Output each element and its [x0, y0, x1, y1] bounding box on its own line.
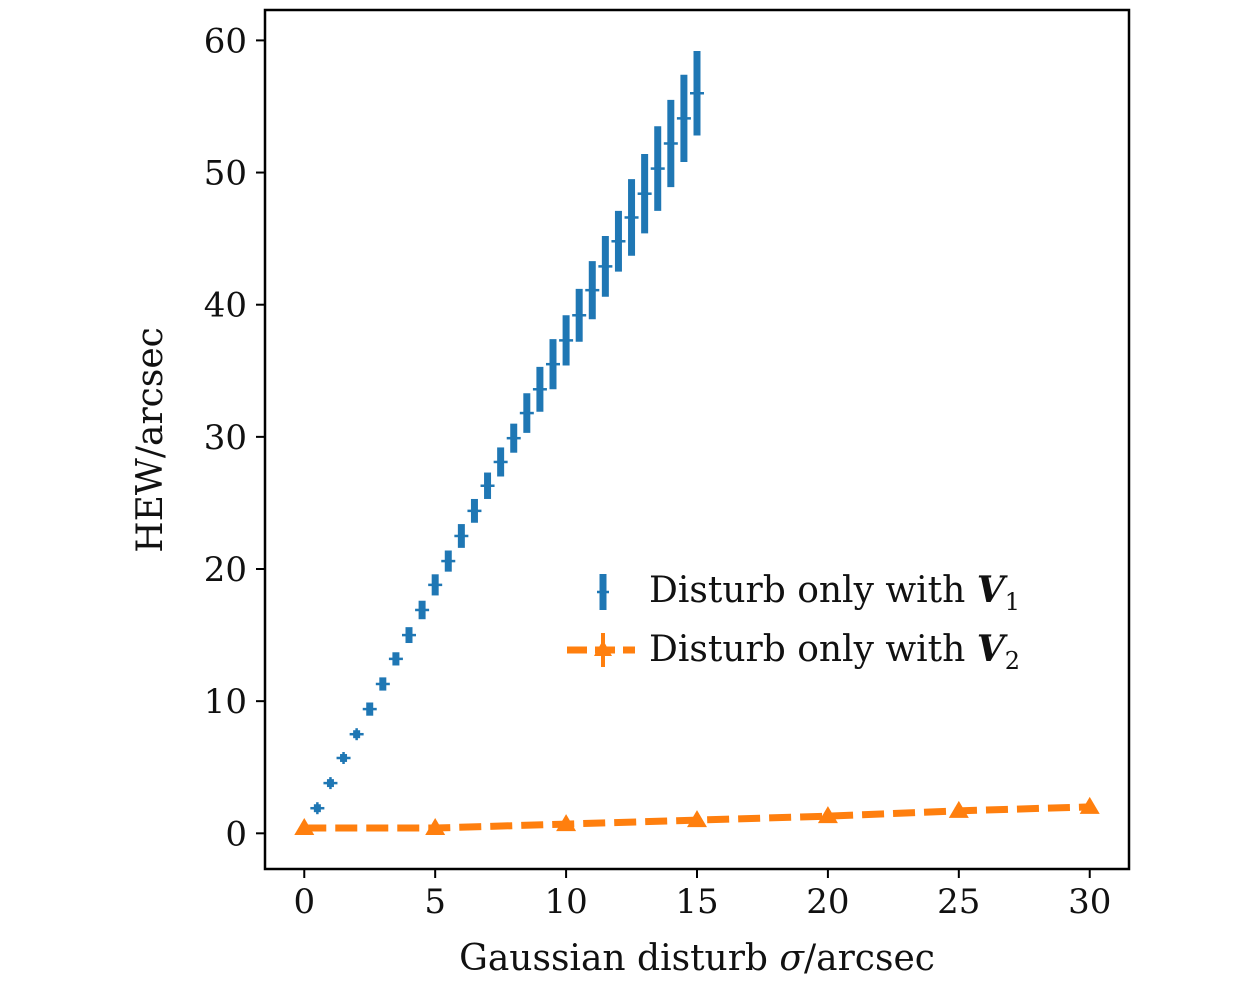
y-tick-label: 20	[204, 550, 247, 590]
x-tick-label: 25	[937, 882, 980, 922]
v2-point-triangle	[425, 818, 446, 836]
legend-key-v2	[567, 633, 635, 667]
x-axis-label: Gaussian disturb σ/arcsec	[459, 938, 935, 979]
y-axis-label: HEW/arcsec	[130, 327, 171, 553]
axis-ticks: 0 5 10 15 20 25 30 0 10 20 30 40 50 60	[204, 21, 1112, 922]
y-tick-label: 50	[204, 154, 247, 194]
series-1	[310, 50, 704, 815]
x-tick-label: 20	[806, 882, 849, 922]
legend: Disturb only with V1 Disturb only with V…	[567, 569, 1020, 675]
y-tick-label: 10	[204, 682, 247, 722]
y-tick-label: 0	[225, 814, 247, 854]
legend-key-v1	[597, 574, 609, 610]
legend-label-v2: Disturb only with V2	[649, 628, 1020, 675]
v2-point-triangle	[1079, 796, 1100, 814]
v2-point-triangle	[556, 814, 577, 832]
x-tick-label: 10	[544, 882, 587, 922]
y-tick-label: 40	[204, 286, 247, 326]
y-tick-label: 30	[204, 418, 247, 458]
plot-frame	[263, 8, 1131, 871]
x-tick-label: 5	[424, 882, 446, 922]
x-tick-label: 0	[293, 882, 315, 922]
legend-label-v1: Disturb only with V1	[649, 569, 1020, 616]
v2-point-triangle	[948, 800, 969, 818]
data-marks	[294, 50, 1100, 836]
x-tick-label: 15	[675, 882, 718, 922]
v2-point-triangle	[817, 806, 838, 824]
v2-point-triangle	[687, 810, 707, 828]
x-tick-label: 30	[1068, 882, 1111, 922]
series-2	[294, 796, 1100, 836]
v2-point-triangle	[294, 818, 315, 836]
y-tick-label: 60	[204, 21, 247, 61]
